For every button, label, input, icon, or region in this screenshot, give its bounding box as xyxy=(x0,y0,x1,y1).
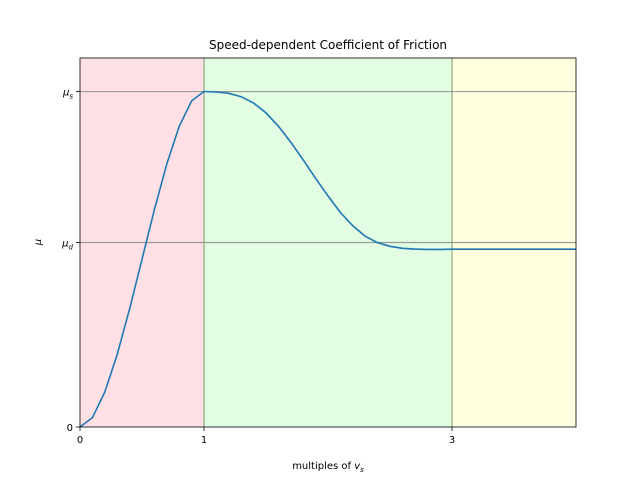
reference-lines xyxy=(80,58,576,427)
y-tick-label-2: μs xyxy=(62,88,73,101)
y-tick-label-1: μd xyxy=(61,239,73,252)
y-axis-label: μ xyxy=(33,239,44,246)
x-tick-label-0: 0 xyxy=(77,435,83,446)
y-axis-ticks: 0 μd μs xyxy=(61,88,80,434)
x-tick-label-1: 1 xyxy=(201,435,207,446)
x-axis-ticks: 0 1 3 xyxy=(77,427,455,446)
chart-title: Speed-dependent Coefficient of Friction xyxy=(209,38,447,52)
x-tick-label-2: 3 xyxy=(449,435,455,446)
y-tick-label-0: 0 xyxy=(67,423,73,434)
x-axis-label: multiples of vs xyxy=(292,461,364,474)
friction-curve xyxy=(79,90,576,428)
